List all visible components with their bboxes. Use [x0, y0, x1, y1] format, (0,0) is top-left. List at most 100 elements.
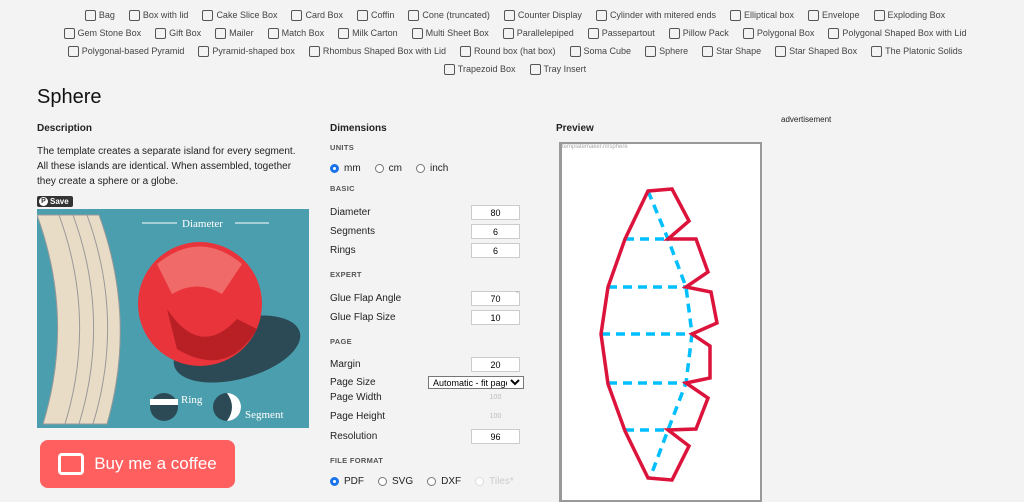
- nav-item-label: Passepartout: [601, 28, 655, 38]
- box-template-icon: [529, 63, 541, 75]
- nav-item-label: Star Shape: [716, 46, 762, 56]
- diameter-label: Diameter: [182, 218, 223, 230]
- template-nav: Bag Box with lid Cake Slice Box Card Box Cof…: [20, 8, 1010, 76]
- box-template-icon: [308, 45, 320, 57]
- nav-item[interactable]: Multi Sheet Box: [411, 26, 489, 40]
- page-size-select[interactable]: Automatic - fit page: [428, 376, 524, 389]
- box-template-icon: [155, 27, 167, 39]
- nav-item-label: Exploding Box: [887, 10, 946, 20]
- box-template-icon: [267, 27, 279, 39]
- nav-item[interactable]: Star Shape: [702, 44, 761, 58]
- rings-input[interactable]: [471, 243, 520, 258]
- rings-label: Rings: [330, 245, 356, 256]
- nav-item-label: Rhombus Shaped Box with Lid: [322, 46, 446, 56]
- nav-item[interactable]: Gem Stone Box: [63, 26, 142, 40]
- nav-item[interactable]: Bag: [84, 8, 115, 22]
- format-tiles-radio: Tiles*: [475, 476, 514, 487]
- nav-item[interactable]: Cylinder with mitered ends: [595, 8, 716, 22]
- nav-item[interactable]: Round box (hat box): [459, 44, 556, 58]
- nav-item-label: Sphere: [659, 46, 689, 56]
- nav-item[interactable]: Parallelepiped: [502, 26, 574, 40]
- resolution-input[interactable]: [471, 429, 520, 444]
- format-svg-radio[interactable]: SVG: [378, 476, 413, 487]
- unit-mm-radio[interactable]: mm: [330, 163, 361, 174]
- nav-item[interactable]: Star Shaped Box: [775, 44, 857, 58]
- box-template-icon: [63, 27, 75, 39]
- nav-item[interactable]: Match Box: [267, 26, 324, 40]
- glue-flap-angle-label: Glue Flap Angle: [330, 293, 402, 304]
- box-template-icon: [729, 9, 741, 21]
- nav-item[interactable]: Tray Insert: [529, 62, 586, 76]
- nav-item-label: Gem Stone Box: [77, 28, 142, 38]
- box-template-icon: [291, 9, 303, 21]
- nav-item[interactable]: Cone (truncated): [408, 8, 490, 22]
- unit-inch-radio[interactable]: inch: [416, 163, 448, 174]
- nav-item[interactable]: The Platonic Solids: [871, 44, 962, 58]
- file-format-section: FILE FORMAT: [330, 456, 384, 465]
- segment-label: Segment: [245, 409, 284, 421]
- glue-flap-size-input[interactable]: [471, 310, 520, 325]
- format-dxf-radio[interactable]: DXF: [427, 476, 461, 487]
- nav-item-label: Mailer: [229, 28, 254, 38]
- nav-item[interactable]: Rhombus Shaped Box with Lid: [308, 44, 446, 58]
- format-pdf-radio[interactable]: PDF: [330, 476, 364, 487]
- nav-item[interactable]: Cake Slice Box: [202, 8, 277, 22]
- box-template-icon: [503, 9, 515, 21]
- box-template-icon: [67, 45, 79, 57]
- nav-item[interactable]: Polygonal Shaped Box with Lid: [828, 26, 966, 40]
- box-template-icon: [702, 45, 714, 57]
- watermark: templatemaker.nl/sphere: [562, 144, 628, 150]
- nav-item-label: Polygonal Box: [756, 28, 815, 38]
- nav-item-label: Round box (hat box): [473, 46, 556, 56]
- nav-item[interactable]: Gift Box: [155, 26, 201, 40]
- box-template-icon: [202, 9, 214, 21]
- box-template-icon: [338, 27, 350, 39]
- nav-item[interactable]: Envelope: [808, 8, 860, 22]
- nav-item[interactable]: Box with lid: [128, 8, 188, 22]
- box-template-icon: [215, 27, 227, 39]
- glue-flap-angle-input[interactable]: [471, 291, 520, 306]
- nav-item[interactable]: Pillow Pack: [668, 26, 729, 40]
- nav-item[interactable]: Card Box: [291, 8, 343, 22]
- nav-item[interactable]: Trapezoid Box: [443, 62, 516, 76]
- segments-input[interactable]: [471, 224, 520, 239]
- buy-me-a-coffee-button[interactable]: Buy me a coffee: [40, 440, 235, 488]
- coffee-label: Buy me a coffee: [94, 454, 217, 473]
- nav-item[interactable]: Elliptical box: [729, 8, 794, 22]
- box-template-icon: [808, 9, 820, 21]
- box-template-icon: [668, 27, 680, 39]
- nav-item-label: Trapezoid Box: [457, 64, 516, 74]
- nav-item-label: Envelope: [822, 10, 860, 20]
- unit-cm-radio[interactable]: cm: [374, 163, 402, 174]
- pinterest-save-button[interactable]: P Save: [37, 196, 73, 207]
- nav-item-label: Parallelepiped: [516, 28, 574, 38]
- box-template-icon: [443, 63, 455, 75]
- nav-item[interactable]: Mailer: [215, 26, 254, 40]
- nav-item[interactable]: Polygonal Box: [742, 26, 815, 40]
- nav-item[interactable]: Polygonal-based Pyramid: [67, 44, 184, 58]
- nav-item[interactable]: Pyramid-shaped box: [198, 44, 295, 58]
- nav-item-label: Pillow Pack: [682, 28, 729, 38]
- nav-item[interactable]: Counter Display: [503, 8, 582, 22]
- nav-item[interactable]: Soma Cube: [569, 44, 632, 58]
- margin-input[interactable]: [471, 357, 520, 372]
- units-radio-group: mm cm inch: [330, 163, 448, 174]
- nav-item[interactable]: Milk Carton: [338, 26, 398, 40]
- nav-item-label: Soma Cube: [583, 46, 632, 56]
- box-template-icon: [502, 27, 514, 39]
- margin-label: Margin: [330, 359, 361, 370]
- box-template-icon: [873, 9, 885, 21]
- nav-item[interactable]: Sphere: [645, 44, 688, 58]
- nav-item[interactable]: Passepartout: [587, 26, 655, 40]
- nav-item-label: Polygonal Shaped Box with Lid: [842, 28, 967, 38]
- diameter-input[interactable]: [471, 205, 520, 220]
- page-title: Sphere: [37, 86, 102, 108]
- nav-item-label: Pyramid-shaped box: [212, 46, 295, 56]
- box-template-icon: [595, 9, 607, 21]
- nav-item[interactable]: Exploding Box: [873, 8, 946, 22]
- box-template-icon: [645, 45, 657, 57]
- nav-item[interactable]: Coffin: [357, 8, 394, 22]
- nav-item-label: Milk Carton: [352, 28, 398, 38]
- resolution-label: Resolution: [330, 431, 378, 442]
- advertisement-label: advertisement: [781, 115, 832, 124]
